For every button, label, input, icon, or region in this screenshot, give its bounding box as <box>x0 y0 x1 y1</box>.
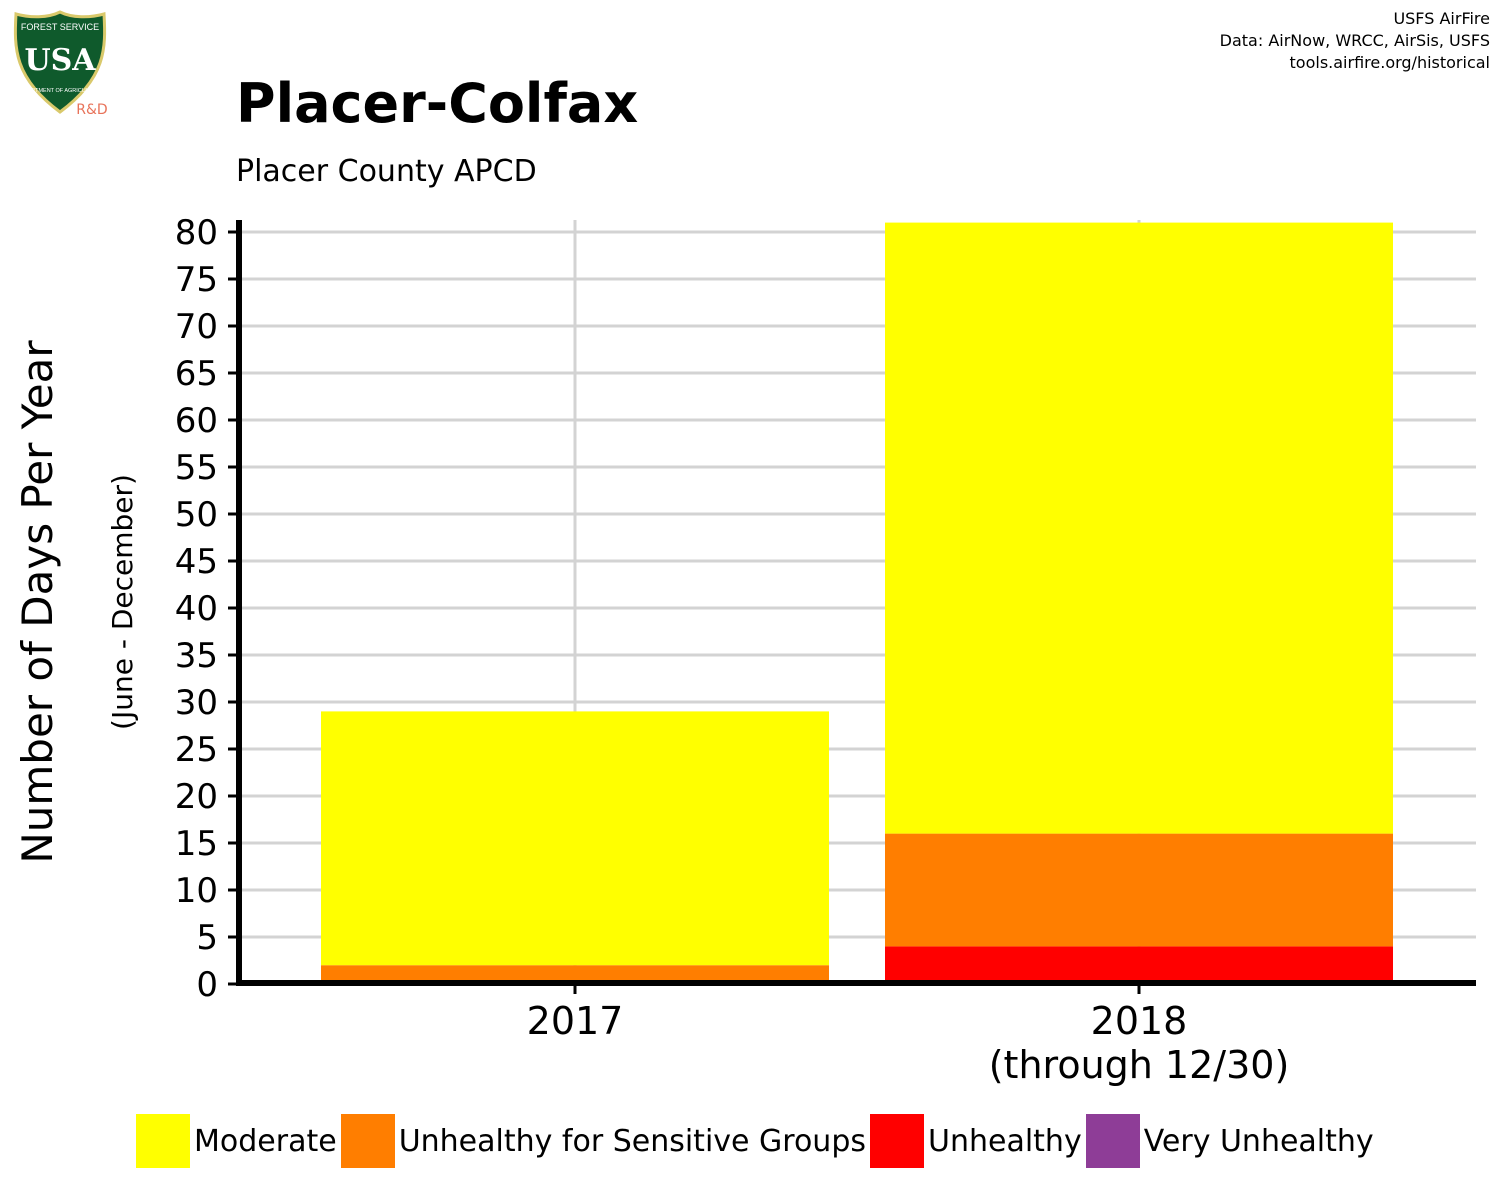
credits-line-1: USFS AirFire <box>1393 9 1490 28</box>
y-tick-label: 70 <box>175 307 218 347</box>
credits-line-3: tools.airfire.org/historical <box>1289 53 1490 72</box>
legend-swatch <box>136 1114 190 1168</box>
y-tick-label: 45 <box>175 542 218 582</box>
legend: Moderate Unhealthy for Sensitive Groups Un… <box>136 1114 1378 1168</box>
logo-dept-text: DEPARTMENT OF AGRICULTURE <box>17 88 104 94</box>
y-tick-label: 35 <box>175 636 218 676</box>
legend-item: Moderate <box>136 1114 337 1168</box>
y-tick-label: 10 <box>175 871 218 911</box>
logo-agency-text: FOREST SERVICE <box>21 22 99 32</box>
legend-item: Very Unhealthy <box>1085 1114 1374 1168</box>
x-tick-label: 2017 <box>527 999 624 1043</box>
legend-label: Unhealthy <box>928 1123 1082 1159</box>
y-tick-label: 60 <box>175 401 218 441</box>
y-tick-label: 20 <box>175 777 218 817</box>
x-tick-label: 2018 <box>1091 999 1188 1043</box>
bar-segment <box>885 833 1393 947</box>
y-tick-label: 55 <box>175 448 218 488</box>
legend-item: Unhealthy for Sensitive Groups <box>340 1114 866 1168</box>
y-tick-label: 15 <box>175 824 218 864</box>
y-axis-label: Number of Days Per Year <box>13 340 62 864</box>
y-axis-sublabel: (June - December) <box>106 474 139 730</box>
y-tick-label: 75 <box>175 260 218 300</box>
forest-service-logo: FOREST SERVICE USA DEPARTMENT OF AGRICUL… <box>8 8 112 120</box>
legend-label: Very Unhealthy <box>1143 1123 1374 1159</box>
y-tick-label: 25 <box>175 730 218 770</box>
legend-item: Unhealthy <box>870 1114 1082 1168</box>
bar-segment <box>321 711 829 966</box>
shield-icon <box>13 10 107 114</box>
y-tick-label: 80 <box>175 213 218 253</box>
legend-swatch <box>340 1114 395 1168</box>
y-tick-label: 5 <box>196 918 218 958</box>
y-tick-label: 40 <box>175 589 218 629</box>
bar-segment <box>885 222 1393 834</box>
y-tick-label: 30 <box>175 683 218 723</box>
x-tick-sublabel: (through 12/30) <box>989 1043 1290 1087</box>
logo-letters: USA <box>24 43 96 78</box>
credits-line-2: Data: AirNow, WRCC, AirSis, USFS <box>1219 31 1490 50</box>
credits: USFS AirFire Data: AirNow, WRCC, AirSis,… <box>1220 8 1490 74</box>
y-tick-label: 50 <box>175 495 218 535</box>
chart-subtitle: Placer County APCD <box>236 154 537 189</box>
legend-swatch <box>870 1114 924 1168</box>
y-tick-label: 65 <box>175 354 218 394</box>
legend-swatch <box>1085 1114 1140 1168</box>
y-tick-label: 0 <box>196 965 218 1005</box>
legend-label: Moderate <box>194 1123 337 1159</box>
chart-title: Placer-Colfax <box>236 72 639 135</box>
bar-segment <box>885 946 1393 984</box>
legend-label: Unhealthy for Sensitive Groups <box>398 1123 866 1159</box>
bar-segment <box>321 965 829 984</box>
logo-tag: R&D <box>76 102 107 118</box>
